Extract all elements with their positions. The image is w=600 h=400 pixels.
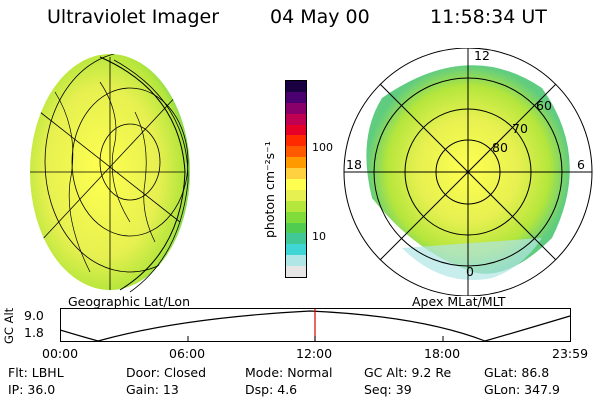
colorbar-strip [285, 80, 307, 278]
geographic-caption: Geographic Lat/Lon [68, 294, 190, 309]
mlt-label-12: 12 [474, 48, 490, 63]
mlt-label-0: 0 [466, 264, 474, 279]
colorbar-segment [286, 124, 306, 136]
polar-caption: Apex MLat/MLT [412, 294, 506, 309]
colorbar-segment [286, 178, 306, 190]
alt-xtick-2359: 23:59 [552, 346, 589, 361]
colorbar-segment [286, 157, 306, 169]
colorbar-unit-label: photon cm⁻²s⁻¹ [262, 141, 277, 238]
info-flt: Flt: LBHL [8, 365, 64, 380]
geographic-image [30, 54, 190, 293]
colorbar-segment [286, 168, 306, 179]
colorbar-segment [286, 255, 306, 267]
colorbar-segment [286, 113, 306, 125]
info-gc-alt: GC Alt: 9.2 Re [364, 365, 452, 380]
mlt-label-6: 6 [577, 157, 585, 172]
colorbar-segment [286, 91, 306, 103]
alt-xtick-0000: 00:00 [42, 346, 79, 361]
info-glon: GLon: 347.9 [484, 382, 560, 397]
info-glat: GLat: 86.8 [484, 365, 550, 380]
polar-image [343, 48, 593, 296]
alt-ylabel: GC Alt [2, 307, 16, 344]
info-gain: Gain: 13 [126, 382, 179, 397]
colorbar-segment [286, 80, 306, 92]
info-ip: IP: 36.0 [8, 382, 56, 397]
mlt-label-18: 18 [346, 157, 362, 172]
instrument-title: Ultraviolet Imager [47, 6, 220, 28]
time-label: 11:58:34 UT [430, 6, 547, 28]
colorbar-tick-100: 100 [312, 141, 333, 154]
colorbar-segment [286, 189, 306, 201]
colorbar-segment [286, 200, 306, 212]
info-mode: Mode: Normal [245, 365, 333, 380]
date-label: 04 May 00 [270, 6, 370, 28]
colorbar-segment [286, 146, 306, 158]
colorbar-segment [286, 222, 306, 234]
colorbar-segment [286, 102, 306, 114]
alt-ytick-low: 1.8 [24, 325, 44, 340]
colorbar-segment [286, 135, 306, 147]
info-dsp: Dsp: 4.6 [245, 382, 298, 397]
alt-xtick-1800: 18:00 [424, 346, 461, 361]
mlat-label-60: 60 [536, 98, 552, 113]
colorbar-segment [286, 266, 306, 277]
colorbar-segment [286, 244, 306, 256]
altitude-plot [60, 308, 571, 342]
alt-xtick-0600: 06:00 [169, 346, 206, 361]
colorbar-tick-10: 10 [312, 230, 326, 243]
mlat-label-80: 80 [492, 140, 508, 155]
colorbar [285, 80, 307, 278]
colorbar-segment [286, 233, 306, 245]
info-seq: Seq: 39 [364, 382, 412, 397]
alt-xtick-1200: 12:00 [296, 346, 333, 361]
info-door: Door: Closed [126, 365, 207, 380]
colorbar-segment [286, 211, 306, 223]
alt-ytick-high: 9.0 [24, 308, 44, 323]
mlat-label-70: 70 [512, 121, 528, 136]
